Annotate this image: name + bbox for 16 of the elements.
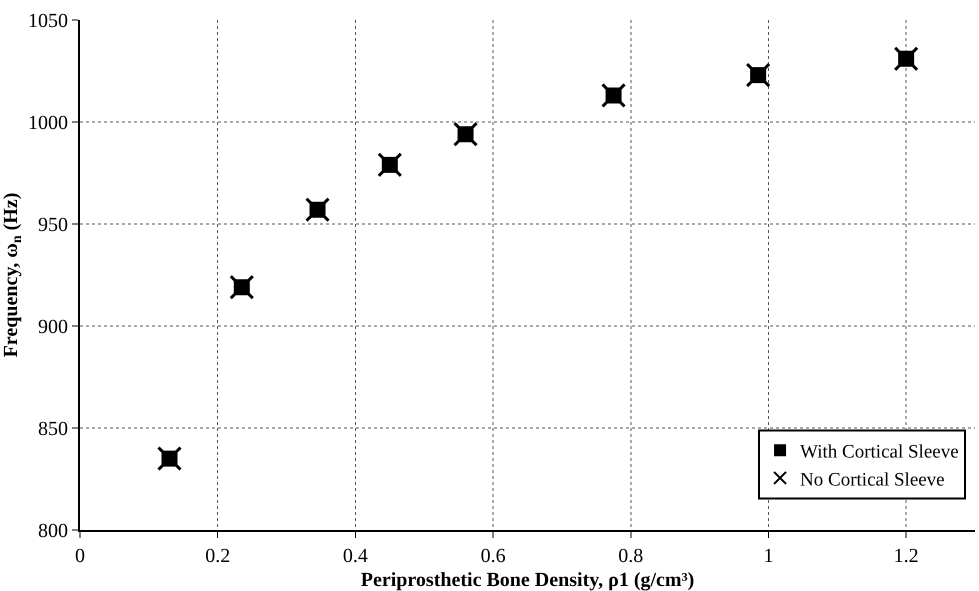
x-tick-label: 0.2: [205, 545, 230, 567]
y-tick-label: 950: [38, 214, 68, 236]
x-axis-title: Periprosthetic Bone Density, ρ1 (g/cm³): [360, 569, 694, 591]
x-tick-label: 0.8: [618, 545, 644, 567]
y-tick-label: 850: [38, 418, 68, 440]
x-tick-label: 1.2: [894, 545, 919, 567]
y-tick-label: 1050: [28, 10, 68, 32]
x-tick-label: 1: [763, 545, 774, 567]
y-tick-label: 800: [38, 520, 68, 542]
x-tick-label: 0.6: [480, 545, 506, 567]
y-tick-label: 900: [38, 316, 68, 338]
x-tick-label: 0.4: [342, 545, 368, 567]
y-tick-label: 1000: [28, 112, 68, 134]
legend-label: No Cortical Sleeve: [800, 469, 945, 490]
legend-label: With Cortical Sleeve: [800, 442, 959, 463]
x-tick-label: 0: [75, 545, 85, 567]
